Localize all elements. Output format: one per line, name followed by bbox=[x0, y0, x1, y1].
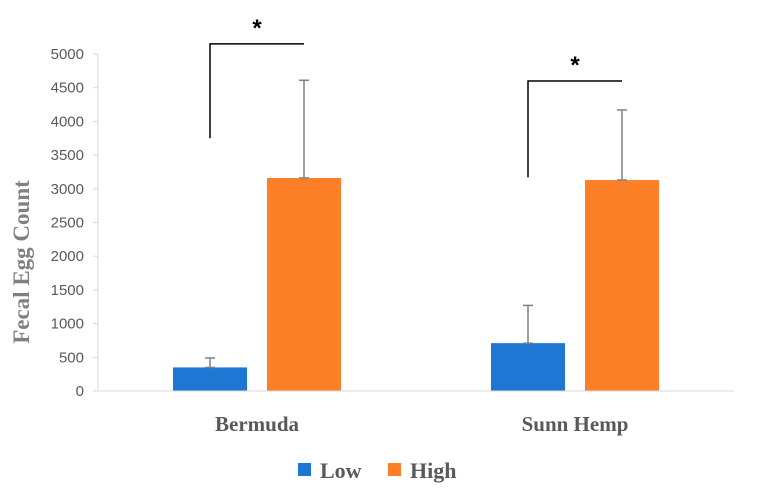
legend-label-high: High bbox=[410, 458, 456, 483]
significance-star: * bbox=[570, 52, 580, 79]
y-tick-label: 2000 bbox=[51, 248, 84, 265]
y-tick-label: 1500 bbox=[51, 282, 84, 299]
legend: Low High bbox=[298, 458, 456, 483]
y-tick-label: 0 bbox=[76, 383, 84, 400]
y-tick-label: 3000 bbox=[51, 181, 84, 198]
y-tick-label: 5000 bbox=[51, 46, 84, 63]
y-tick-label: 4500 bbox=[51, 80, 84, 97]
significance-star: * bbox=[252, 15, 262, 42]
error-bars bbox=[205, 79, 627, 369]
significance-bracket bbox=[209, 43, 304, 139]
legend-label-low: Low bbox=[320, 458, 362, 483]
y-axis-ticks: 0 500 1000 1500 2000 2500 3000 3500 4000 4500 5000 bbox=[51, 46, 98, 400]
legend-swatch-high bbox=[388, 463, 401, 476]
y-tick-label: 500 bbox=[59, 349, 84, 366]
y-tick-label: 4000 bbox=[51, 113, 84, 130]
significance-bracket bbox=[527, 80, 622, 178]
bar-high-sunn-hemp bbox=[585, 180, 659, 391]
legend-swatch-low bbox=[298, 463, 311, 476]
y-axis-label: Fecal Egg Count bbox=[9, 180, 34, 344]
bars bbox=[173, 178, 659, 391]
x-axis-category-labels: Bermuda Sunn Hemp bbox=[215, 412, 628, 436]
bar-low-sunn-hemp bbox=[491, 343, 565, 391]
significance-brackets: ** bbox=[209, 15, 622, 178]
y-tick-label: 2500 bbox=[51, 215, 84, 232]
y-tick-label: 1000 bbox=[51, 316, 84, 333]
bar-high-bermuda bbox=[267, 178, 341, 391]
y-tick-label: 3500 bbox=[51, 147, 84, 164]
x-category-label: Sunn Hemp bbox=[522, 412, 629, 436]
x-category-label: Bermuda bbox=[215, 412, 300, 436]
bar-low-bermuda bbox=[173, 367, 247, 391]
